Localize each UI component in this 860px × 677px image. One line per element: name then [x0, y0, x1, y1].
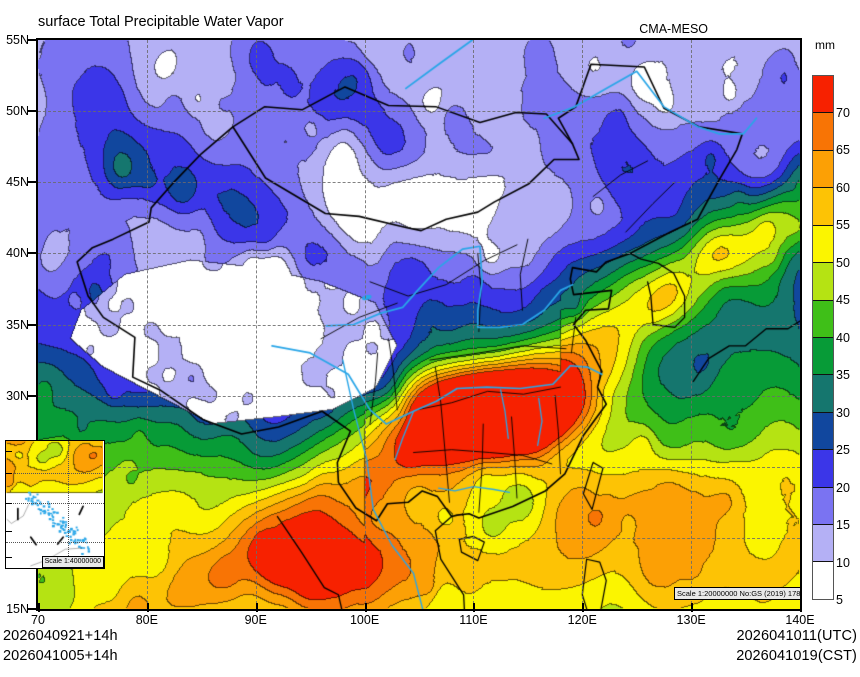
- inset-scale-annotation: Scale 1:40000000: [41, 556, 104, 568]
- footer-init-cst: 2026041005+14h: [3, 648, 118, 664]
- colorbar-segment: [813, 188, 833, 226]
- colorbar-segment: [813, 450, 833, 488]
- longitude-tick-label: 70: [31, 613, 45, 627]
- longitude-tick-label: 120E: [567, 613, 597, 627]
- longitude-tick-label: 130E: [676, 613, 706, 627]
- south-china-sea-inset-map[interactable]: Scale 1:40000000: [5, 440, 105, 569]
- colorbar-unit-label: mm: [815, 38, 835, 52]
- footer-valid-cst: 2026041019(CST): [736, 648, 857, 664]
- colorbar-tick-label: 60: [836, 180, 850, 195]
- colorbar-segment: [813, 337, 833, 376]
- colorbar-tick-label: 10: [836, 555, 850, 570]
- latitude-tick-mark: [28, 181, 37, 184]
- colorbar-segment: [813, 150, 833, 189]
- colorbar-tick-label: 65: [836, 143, 850, 157]
- longitude-tick-label: 110E: [459, 613, 488, 627]
- colorbar-tick-label: 20: [836, 480, 850, 495]
- colorbar-segment: [813, 562, 833, 599]
- latitude-tick-label: 55N: [6, 33, 29, 47]
- longitude-tick-mark: [146, 603, 149, 612]
- colorbar-segment: [813, 76, 833, 114]
- colorbar-segment: [813, 412, 833, 451]
- footer-init-utc: 2026040921+14h: [3, 628, 118, 644]
- latitude-tick-label: 40N: [6, 246, 29, 261]
- colorbar-tick-label: 5: [836, 593, 843, 607]
- footer-valid-utc: 2026041011(UTC): [736, 628, 857, 644]
- map-plot-area[interactable]: Scale 1:20000000 No:GS (2019) 1786: [36, 38, 802, 611]
- latitude-tick-label: 50N: [6, 104, 29, 119]
- inset-field: [6, 441, 103, 567]
- longitude-tick-mark: [473, 603, 476, 612]
- colorbar-tick-label: 35: [836, 368, 850, 382]
- latitude-tick-mark: [28, 608, 37, 610]
- colorbar-segment: [813, 487, 833, 526]
- longitude-tick-mark: [38, 603, 40, 612]
- colorbar-tick-label: 30: [836, 405, 850, 420]
- longitude-tick-mark: [255, 603, 258, 612]
- longitude-tick-label: 100E: [349, 613, 380, 627]
- latitude-tick-label: 35N: [6, 317, 29, 332]
- colorbar[interactable]: [812, 75, 834, 600]
- colorbar-tick-label: 15: [836, 518, 850, 532]
- longitude-tick-mark: [582, 603, 585, 612]
- colorbar-tick-labels: 70 65 60 55 50 45 40 35 30 25 20 15 10 5: [836, 75, 860, 608]
- colorbar-segment: [813, 225, 833, 264]
- latitude-tick-mark: [28, 323, 37, 326]
- latitude-tick-mark: [28, 394, 37, 397]
- map-scale-annotation: Scale 1:20000000 No:GS (2019) 1786: [674, 587, 800, 600]
- latitude-tick-label: 15N: [6, 602, 29, 616]
- longitude-tick-mark: [364, 603, 367, 612]
- colorbar-segment: [813, 375, 833, 413]
- latitude-tick-label: 30N: [6, 388, 29, 403]
- colorbar-tick-label: 40: [836, 330, 850, 345]
- latitude-tick-mark: [28, 39, 37, 41]
- latitude-tick-mark: [28, 252, 37, 255]
- longitude-tick-label: 90E: [244, 613, 267, 627]
- model-label: CMA-MESO: [639, 22, 708, 36]
- colorbar-tick-label: 55: [836, 218, 850, 232]
- precipitable-water-field: [38, 40, 800, 609]
- latitude-tick-label: 45N: [6, 175, 29, 190]
- colorbar-segment: [813, 263, 833, 301]
- page-title: surface Total Precipitable Water Vapor: [38, 14, 284, 30]
- colorbar-segment: [813, 113, 833, 151]
- colorbar-segment: [813, 300, 833, 338]
- longitude-tick-mark: [691, 603, 694, 612]
- longitude-tick-mark: [800, 603, 802, 612]
- colorbar-tick-label: 70: [836, 105, 850, 120]
- colorbar-tick-label: 50: [836, 255, 850, 270]
- colorbar-segment: [813, 525, 833, 563]
- colorbar-tick-label: 45: [836, 293, 850, 307]
- colorbar-tick-label: 25: [836, 443, 850, 457]
- latitude-tick-mark: [28, 110, 37, 113]
- longitude-tick-label: 80E: [135, 613, 158, 627]
- longitude-tick-label: 140E: [785, 613, 815, 627]
